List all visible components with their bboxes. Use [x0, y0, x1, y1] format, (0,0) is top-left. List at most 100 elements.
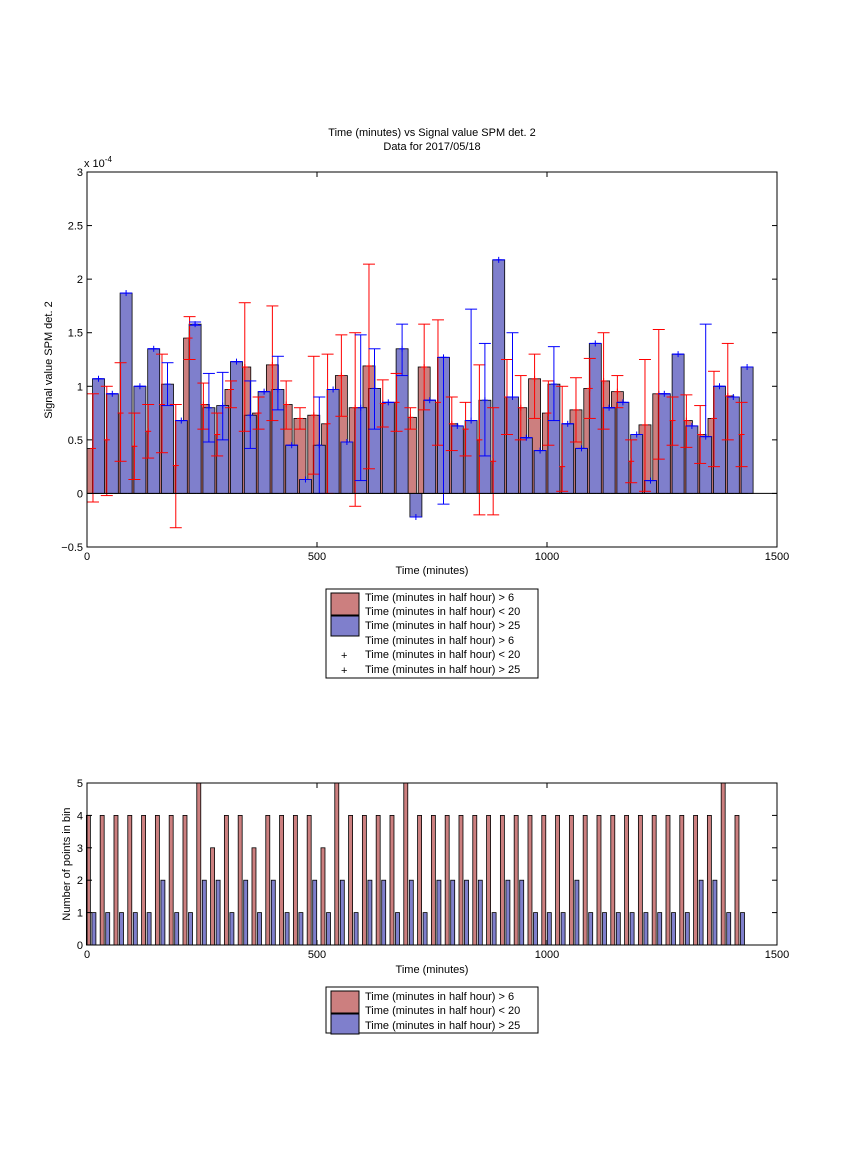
- bar: [320, 847, 326, 946]
- bar: [630, 434, 644, 494]
- bar: [596, 815, 602, 946]
- bar: [182, 815, 188, 946]
- bar: [408, 879, 414, 946]
- bar: [326, 389, 340, 494]
- x-tick-label: 0: [84, 551, 90, 563]
- bar: [684, 912, 690, 946]
- legend-marker: +: [341, 650, 347, 662]
- bar: [602, 912, 607, 946]
- bar: [651, 815, 657, 946]
- legend-label: Time (minutes in half hour) > 6: [365, 592, 514, 604]
- bar: [223, 815, 229, 946]
- bar: [353, 912, 359, 946]
- bar: [132, 912, 138, 946]
- bar: [229, 912, 235, 946]
- y-axis-label: Signal value SPM det. 2: [43, 301, 55, 418]
- bar: [284, 912, 290, 946]
- bar: [657, 393, 671, 494]
- axes-frame: [86, 782, 778, 946]
- bar: [546, 912, 552, 946]
- y-tick-label: 0: [77, 940, 83, 952]
- legend-swatch: [330, 615, 360, 637]
- bar: [533, 450, 547, 494]
- bar: [610, 815, 616, 946]
- y-tick-label: 1: [77, 381, 83, 393]
- bar: [312, 879, 318, 946]
- x-tick-label: 1500: [765, 949, 789, 961]
- bar: [541, 815, 547, 946]
- legend-swatch: [330, 990, 360, 1014]
- y-tick-label: 1: [77, 908, 83, 920]
- bar: [506, 396, 519, 494]
- bar: [119, 912, 124, 946]
- bar: [201, 879, 207, 946]
- legend-label: Time (minutes in half hour) > 25: [365, 664, 520, 676]
- y-tick-label: 2.5: [68, 221, 83, 233]
- y-tick-label: 2: [77, 875, 83, 887]
- bar: [237, 815, 243, 946]
- bar: [417, 815, 422, 946]
- bar: [679, 815, 685, 946]
- y-tick-label: 0.5: [68, 435, 83, 447]
- y-tick-label: 3: [77, 843, 83, 855]
- bar: [113, 815, 119, 946]
- bar: [519, 437, 533, 494]
- bar: [215, 879, 221, 946]
- bar: [133, 385, 147, 494]
- legend: Time (minutes in half hour) > 6 Time (mi…: [325, 588, 539, 679]
- legend-label: Time (minutes in half hour) < 20: [365, 649, 520, 661]
- y-tick-label: 2: [77, 274, 83, 286]
- bar: [602, 407, 616, 494]
- x-tick-label: 0: [84, 949, 90, 961]
- y-axis-ticks: −0.5 0 0.5 1 1.5 2 2.5 3: [61, 167, 777, 554]
- bar: [637, 815, 643, 946]
- bar: [265, 815, 271, 946]
- bar: [196, 782, 202, 946]
- bar: [712, 879, 718, 946]
- x-axis-label: Time (minutes): [396, 565, 469, 577]
- bar: [105, 393, 119, 494]
- x-axis-label: Time (minutes): [396, 964, 469, 976]
- bar: [91, 912, 97, 946]
- bar: [270, 879, 276, 946]
- bar: [671, 912, 676, 946]
- bar: [629, 912, 635, 946]
- bar: [334, 782, 340, 946]
- legend-label: Time (minutes in half hour) > 6: [365, 635, 514, 647]
- x-tick-label: 500: [308, 551, 326, 563]
- legend-label: Time (minutes in half hour) > 25: [365, 620, 520, 632]
- x-tick-label: 1500: [765, 551, 789, 563]
- x-axis-ticks: 0 500 1000 1500: [84, 783, 789, 961]
- legend-marker: +: [341, 665, 347, 677]
- bar: [361, 815, 367, 946]
- bar: [698, 879, 704, 946]
- x-tick-label: 500: [308, 949, 326, 961]
- bar: [533, 912, 538, 946]
- bar: [257, 912, 262, 946]
- legend-label: Time (minutes in half hour) > 25: [365, 1020, 520, 1032]
- bar: [174, 420, 188, 494]
- bar: [154, 815, 160, 946]
- bar: [348, 815, 353, 946]
- y-axis-ticks: 0 1 2 3 4 5: [77, 778, 777, 952]
- bar: [574, 879, 580, 946]
- signal-error-bars: [86, 256, 754, 529]
- bar: [505, 879, 511, 946]
- bar: [168, 815, 174, 946]
- bar: [436, 879, 442, 946]
- legend-swatch: [330, 592, 360, 616]
- bar: [720, 782, 726, 946]
- bar: [389, 815, 395, 946]
- legend-label: Time (minutes in half hour) > 6: [365, 991, 514, 1003]
- bar: [492, 259, 506, 494]
- bar: [561, 423, 575, 494]
- bar: [243, 879, 249, 946]
- bar: [423, 399, 437, 494]
- bar: [671, 353, 685, 494]
- bar: [306, 815, 312, 946]
- bar: [92, 378, 105, 494]
- bar: [375, 815, 381, 946]
- bar: [588, 912, 594, 946]
- bar: [141, 815, 146, 946]
